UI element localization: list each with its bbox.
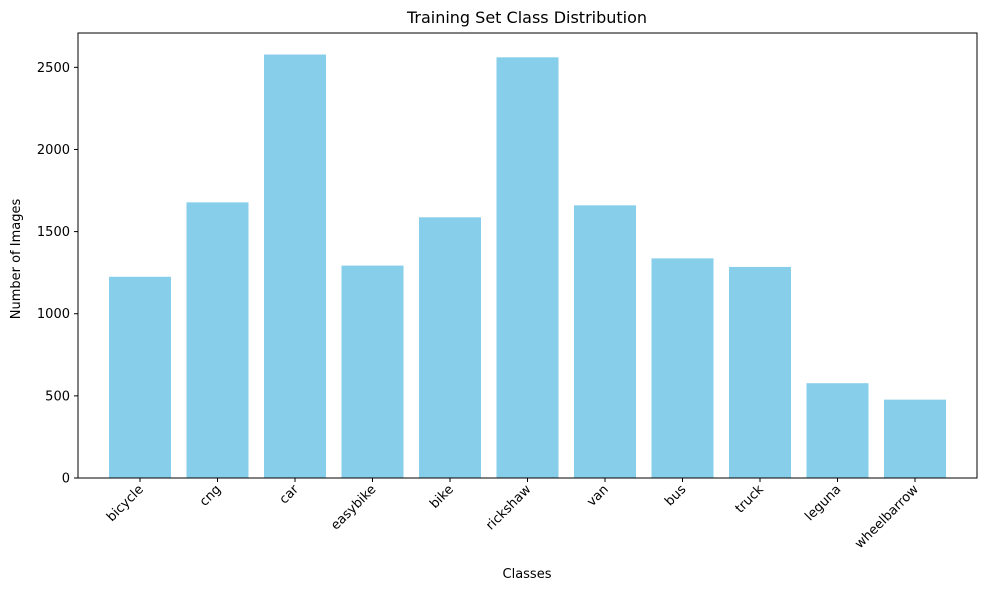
x-axis-ticks: bicycle cng car easybike bike rickshaw van bus t…: [104, 478, 922, 552]
bar-easybike: [341, 265, 404, 478]
bar-bike: [419, 217, 481, 478]
bar-rickshaw: [496, 57, 559, 478]
bars-layer: [109, 54, 946, 478]
bar-leguna: [806, 383, 869, 478]
bar-car: [264, 54, 326, 478]
y-tick-label: 1500: [37, 225, 70, 240]
x-tick-label: wheelbarrow: [852, 482, 922, 552]
bar-truck: [729, 266, 791, 478]
x-tick-label: easybike: [328, 482, 379, 533]
x-tick-label: bicycle: [104, 482, 147, 525]
bar-wheelbarrow: [884, 399, 946, 478]
x-tick-label: van: [584, 482, 612, 510]
plot-frame: [77, 32, 978, 479]
bar-bus: [651, 258, 714, 478]
x-tick-label: rickshaw: [483, 482, 534, 533]
y-axis-ticks: 0 500 1000 1500 2000 2500: [37, 61, 78, 487]
y-tick-label: 500: [45, 389, 70, 404]
x-tick-label: cng: [197, 482, 224, 509]
x-tick-label: car: [277, 482, 303, 508]
bar-cng: [186, 202, 249, 478]
y-axis-label: Number of Images: [9, 199, 24, 320]
bar-van: [574, 205, 636, 478]
x-tick-label: bike: [427, 482, 457, 512]
x-tick-label: truck: [733, 482, 768, 517]
chart-title: Training Set Class Distribution: [406, 8, 647, 27]
x-axis-label: Classes: [503, 567, 552, 582]
x-tick-label: leguna: [802, 482, 844, 524]
y-tick-label: 2000: [37, 143, 70, 158]
x-tick-label: bus: [662, 482, 689, 509]
bar-bicycle: [109, 276, 171, 478]
y-tick-label: 2500: [37, 61, 70, 76]
y-tick-label: 1000: [37, 307, 70, 322]
y-tick-label: 0: [62, 472, 70, 487]
